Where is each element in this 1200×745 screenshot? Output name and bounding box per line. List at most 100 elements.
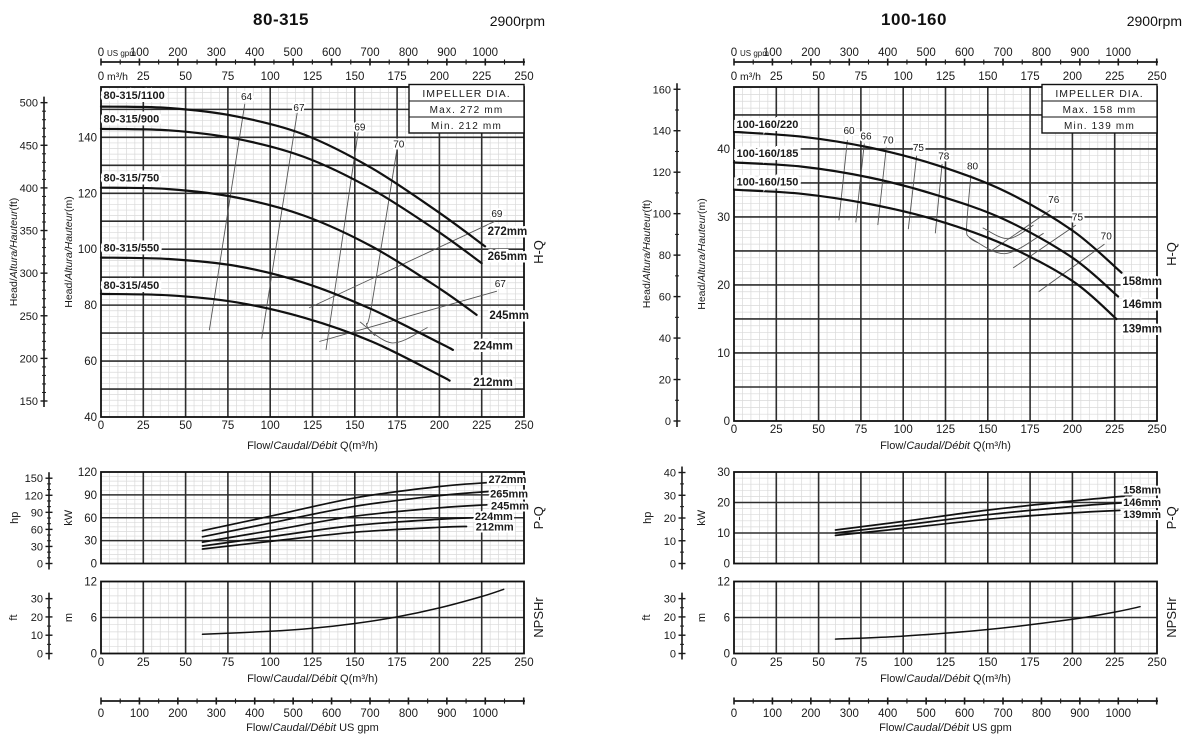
- panel-title: 100-160: [881, 10, 947, 29]
- hq-x-label: 50: [812, 424, 825, 436]
- power-curve-158mm: [834, 494, 1133, 531]
- gpm-top-label: 300: [840, 47, 859, 59]
- hq-ft-tick-label: 20: [659, 375, 671, 387]
- npsh-m-label: 0: [91, 649, 97, 661]
- m3h-top-label: 225: [1105, 71, 1124, 83]
- efficiency-line: [855, 143, 865, 223]
- gpm-bottom-label: 600: [955, 708, 974, 720]
- efficiency-label: 60: [843, 126, 855, 137]
- npsh-x-label: 150: [345, 657, 364, 669]
- gpm-bottom-label: 700: [993, 708, 1012, 720]
- hq-ft-tick-label: 150: [20, 396, 38, 408]
- gpm-top-label: 900: [1070, 47, 1089, 59]
- npsh-ft-tick-label: 20: [664, 612, 676, 624]
- power-curve-245mm: [201, 503, 488, 543]
- gpm-bottom-label: 600: [322, 708, 341, 720]
- curve-dia-label: 245mm: [489, 310, 529, 322]
- power-curve-146mm: [834, 501, 1130, 534]
- hq-chart: 60 66 70 75 78 80 76 75 70 100-160/220 158mm 100-16…: [641, 83, 1179, 436]
- efficiency-label: 75: [913, 143, 925, 154]
- power-curve-139mm: [834, 509, 1121, 537]
- npsh-x-label: 150: [978, 657, 997, 669]
- efficiency-label: 78: [938, 151, 950, 162]
- curve-dia-label: 212mm: [473, 377, 513, 389]
- m3h-top-label: 100: [261, 71, 280, 83]
- pq-hp-tick-label: 40: [664, 468, 676, 480]
- pq-side-label: P-Q: [1164, 506, 1179, 529]
- m3h-top-label: 250: [1147, 71, 1166, 83]
- gpm-top-label: 100: [763, 47, 782, 59]
- hq-x-label: 25: [137, 420, 150, 432]
- efficiency-line: [325, 131, 359, 350]
- npsh-x-label: 225: [472, 657, 491, 669]
- gpm-top-label: 100: [130, 47, 149, 59]
- m3h-top-label: 175: [388, 71, 407, 83]
- hq-m-axis-title: Head/Altura/Hauteur(m): [63, 196, 75, 307]
- impeller-dia-box: IMPELLER DIA. Max. 158 mm Min. 139 mm: [1041, 83, 1158, 134]
- gpm-bottom-label: 800: [1032, 708, 1051, 720]
- gpm-bottom-label: 800: [399, 708, 418, 720]
- m3h-top-label: 100: [894, 71, 913, 83]
- pq-kw-axis-title: kW: [696, 509, 708, 526]
- gpm-bottom-label: 1000: [472, 708, 498, 720]
- hq-m-label: 20: [717, 280, 730, 292]
- impeller-min: Min. 139 mm: [1064, 121, 1135, 132]
- hq-x-label: 0: [98, 420, 104, 432]
- pq-kw-label: 30: [84, 536, 97, 548]
- hq-ft-tick-label: 80: [659, 250, 671, 262]
- npsh-ft-tick-label: 0: [37, 649, 43, 661]
- pq-hp-axis-title: hp: [642, 512, 654, 524]
- hq-m-label: 140: [78, 132, 97, 144]
- gpm-unit-label: US gpm: [740, 49, 769, 58]
- efficiency-line: [966, 174, 978, 244]
- pq-kw-label: 10: [717, 528, 730, 540]
- npsh-x-label: 175: [1021, 657, 1040, 669]
- efficiency-line: [877, 147, 887, 226]
- hq-ft-tick-label: 60: [659, 292, 671, 304]
- hq-x-label: 50: [179, 420, 192, 432]
- gpm-top-label: 600: [955, 47, 974, 59]
- gpm-bottom-label: 300: [207, 708, 226, 720]
- curve-245mm: [99, 186, 478, 316]
- hq-ft-tick-label: 350: [20, 226, 38, 238]
- impeller-dia-box: IMPELLER DIA. Max. 272 mm Min. 212 mm: [408, 83, 525, 134]
- flow-axis-title: Flow/Caudal/Débit Q(m³/h): [247, 440, 378, 452]
- npsh-ft-tick-label: 10: [31, 630, 43, 642]
- npsh-ft-axis-title: ft: [641, 614, 653, 620]
- impeller-max: Max. 272 mm: [430, 105, 504, 116]
- pq-hp-tick-label: 60: [31, 524, 43, 536]
- gpm-bottom-label: 400: [878, 708, 897, 720]
- npsh-x-label: 0: [98, 657, 104, 669]
- npsh-m-label: 12: [717, 577, 730, 589]
- npsh-x-label: 250: [514, 657, 533, 669]
- gpm-top-label: 200: [168, 47, 187, 59]
- curve-name-label: 80-315/450: [104, 280, 160, 292]
- pq-hp-tick-label: 90: [31, 507, 43, 519]
- m3h-top-label: 25: [770, 71, 783, 83]
- plot-border: [100, 471, 525, 565]
- gpm-bottom-label: 400: [245, 708, 264, 720]
- m3h-top-label: 25: [137, 71, 150, 83]
- hq-m-label: 120: [78, 188, 97, 200]
- hq-ft-tick-label: 140: [653, 126, 671, 138]
- npsh-curve: [834, 605, 1141, 640]
- panel-rpm: 2900rpm: [489, 13, 545, 29]
- efficiency-label: 70: [393, 139, 405, 150]
- gpm-bottom-label: 0: [731, 708, 737, 720]
- curve-212mm: [99, 292, 451, 382]
- curve-224mm: [99, 256, 454, 351]
- impeller-min: Min. 212 mm: [431, 121, 502, 132]
- panel-title: 80-315: [253, 10, 309, 29]
- gpm-bottom-label: 200: [801, 708, 820, 720]
- hq-ft-tick-label: 450: [20, 140, 38, 152]
- pq-hp-tick-label: 150: [25, 473, 43, 485]
- impeller-box-frame: [408, 83, 525, 134]
- hq-x-label: 250: [514, 420, 533, 432]
- pq-hp-tick-label: 30: [31, 541, 43, 553]
- efficiency-label: 69: [354, 123, 366, 134]
- impeller-max: Max. 158 mm: [1063, 105, 1137, 116]
- gpm-top-label: 500: [284, 47, 303, 59]
